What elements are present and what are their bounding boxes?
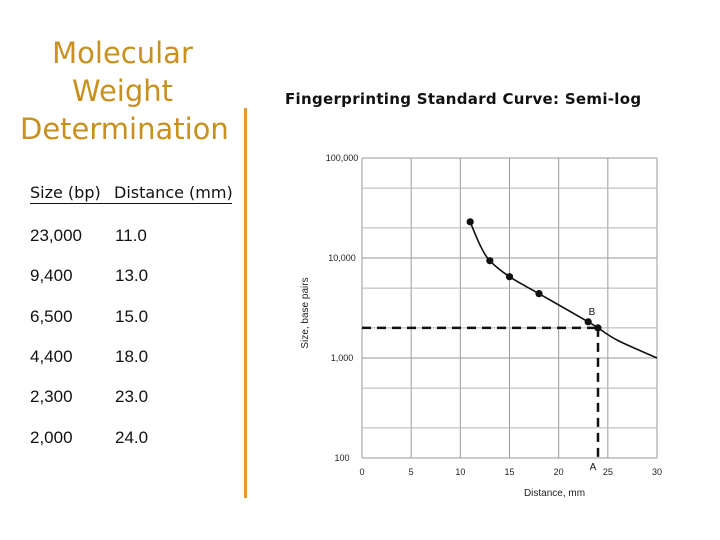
row-distance: 18.0 — [115, 347, 149, 366]
y-tick-label: 100,000 — [326, 153, 359, 163]
table-row: 6,500 15.0 — [30, 307, 148, 327]
row-size: 9,400 — [30, 266, 73, 285]
chart-title: Fingerprinting Standard Curve: Semi-log — [285, 90, 642, 108]
row-distance: 24.0 — [115, 428, 149, 447]
row-distance: 13.0 — [115, 266, 149, 285]
row-size: 2,300 — [30, 387, 73, 406]
table-row: 23,000 11.0 — [30, 226, 147, 246]
y-tick-label: 10,000 — [328, 253, 356, 263]
table-row: 4,400 18.0 — [30, 347, 148, 367]
axis-label-a: A — [590, 462, 597, 473]
y-tick-label: 100 — [334, 453, 349, 463]
y-tick-label: 1,000 — [331, 353, 354, 363]
row-size: 6,500 — [30, 307, 73, 326]
row-size: 2,000 — [30, 428, 73, 447]
row-size: 23,000 — [30, 226, 82, 245]
x-tick-label: 20 — [554, 467, 564, 477]
row-distance: 23.0 — [115, 387, 149, 406]
x-axis-label: Distance, mm — [524, 488, 585, 499]
data-point — [505, 273, 514, 281]
data-point — [486, 257, 494, 265]
data-point — [535, 290, 543, 298]
standard-curve — [469, 221, 658, 359]
row-distance: 11.0 — [115, 226, 147, 245]
row-distance: 15.0 — [115, 307, 149, 326]
header-size: Size (bp) — [30, 183, 101, 202]
slide-title: Molecular Weight Determination — [20, 36, 229, 146]
data-point — [466, 218, 474, 226]
table-row: 9,400 13.0 — [30, 266, 148, 286]
y-axis-label: Size, base pairs — [300, 277, 311, 348]
row-size: 4,400 — [30, 347, 73, 366]
divider-bar — [244, 108, 247, 498]
data-point — [584, 318, 592, 326]
x-tick-label: 10 — [455, 467, 465, 477]
x-tick-label: 5 — [409, 467, 414, 477]
table-header: Size (bp) Distance (mm) — [30, 183, 233, 204]
table-row: 2,300 23.0 — [30, 387, 148, 407]
x-tick-label: 25 — [603, 467, 613, 477]
x-tick-label: 15 — [504, 467, 514, 477]
data-point — [594, 324, 602, 332]
point-label-b: B — [589, 307, 596, 318]
table-row: 2,000 24.0 — [30, 428, 148, 448]
header-distance: Distance (mm) — [114, 183, 233, 202]
x-tick-label: 0 — [359, 467, 364, 477]
x-tick-label: 30 — [652, 467, 662, 477]
